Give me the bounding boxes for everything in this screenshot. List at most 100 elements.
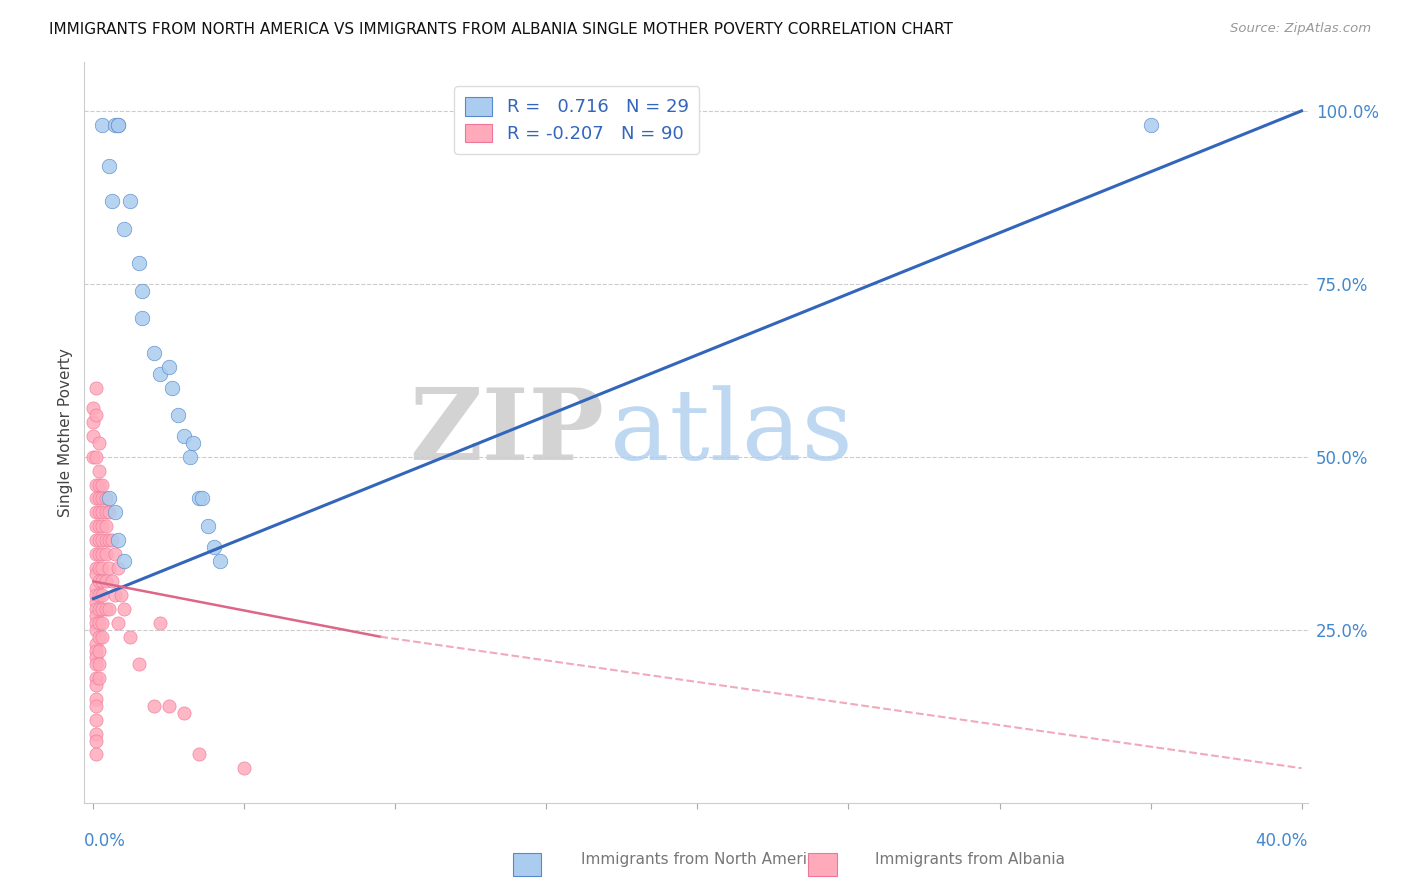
Point bbox=[86, 657, 108, 672]
Point bbox=[86, 381, 108, 395]
Point bbox=[89, 643, 111, 657]
Point bbox=[103, 547, 125, 561]
Point bbox=[181, 436, 204, 450]
Point bbox=[86, 692, 108, 706]
Point bbox=[86, 477, 108, 491]
Point bbox=[89, 547, 111, 561]
Point bbox=[89, 574, 111, 589]
Point bbox=[86, 519, 108, 533]
Y-axis label: Single Mother Poverty: Single Mother Poverty bbox=[58, 348, 73, 517]
Point bbox=[131, 284, 153, 298]
Point bbox=[91, 477, 114, 491]
Point bbox=[86, 491, 108, 506]
Point bbox=[91, 602, 114, 616]
Point bbox=[149, 615, 172, 630]
Point bbox=[82, 429, 104, 443]
Point bbox=[160, 381, 183, 395]
Point bbox=[112, 602, 135, 616]
Point bbox=[91, 533, 114, 547]
Point bbox=[82, 415, 104, 429]
Point bbox=[94, 574, 117, 589]
Legend: R =   0.716   N = 29, R = -0.207   N = 90: R = 0.716 N = 29, R = -0.207 N = 90 bbox=[454, 87, 699, 153]
Point bbox=[86, 643, 108, 657]
Point bbox=[131, 311, 153, 326]
Point bbox=[157, 359, 180, 374]
Point bbox=[89, 588, 111, 602]
Point bbox=[91, 491, 114, 506]
Point bbox=[91, 588, 114, 602]
Point bbox=[86, 671, 108, 685]
Point bbox=[86, 726, 108, 740]
Point bbox=[97, 491, 120, 506]
Point bbox=[89, 657, 111, 672]
Point bbox=[91, 505, 114, 519]
Point bbox=[86, 582, 108, 596]
Point bbox=[94, 533, 117, 547]
Point bbox=[91, 615, 114, 630]
Point bbox=[142, 346, 165, 360]
Point bbox=[107, 118, 129, 132]
Point bbox=[100, 194, 122, 208]
Point bbox=[94, 602, 117, 616]
Point bbox=[97, 560, 120, 574]
Point bbox=[89, 491, 111, 506]
Point bbox=[89, 533, 111, 547]
Point bbox=[188, 491, 211, 506]
Point bbox=[112, 554, 135, 568]
Point bbox=[157, 698, 180, 713]
Text: Immigrants from North America: Immigrants from North America bbox=[581, 852, 825, 867]
Point bbox=[107, 615, 129, 630]
Point bbox=[128, 657, 150, 672]
Point bbox=[179, 450, 201, 464]
Point bbox=[103, 588, 125, 602]
Point bbox=[167, 409, 190, 423]
Text: 40.0%: 40.0% bbox=[1256, 832, 1308, 850]
Text: ZIP: ZIP bbox=[409, 384, 605, 481]
Point bbox=[86, 698, 108, 713]
Point bbox=[86, 623, 108, 637]
Point bbox=[86, 615, 108, 630]
Point bbox=[97, 159, 120, 173]
Point bbox=[86, 747, 108, 762]
Point bbox=[82, 401, 104, 416]
Point bbox=[89, 436, 111, 450]
Point bbox=[118, 194, 141, 208]
Point bbox=[91, 547, 114, 561]
Point bbox=[112, 221, 135, 235]
Point bbox=[107, 118, 129, 132]
Point bbox=[86, 713, 108, 727]
Point bbox=[89, 477, 111, 491]
Point bbox=[94, 491, 117, 506]
Point bbox=[173, 706, 195, 720]
Text: IMMIGRANTS FROM NORTH AMERICA VS IMMIGRANTS FROM ALBANIA SINGLE MOTHER POVERTY C: IMMIGRANTS FROM NORTH AMERICA VS IMMIGRA… bbox=[49, 22, 953, 37]
Point bbox=[94, 519, 117, 533]
Point bbox=[197, 519, 219, 533]
Point bbox=[100, 574, 122, 589]
Point bbox=[89, 602, 111, 616]
Point bbox=[86, 450, 108, 464]
Point bbox=[89, 560, 111, 574]
Point bbox=[89, 464, 111, 478]
Point bbox=[233, 761, 256, 775]
Point bbox=[86, 588, 108, 602]
Point bbox=[91, 118, 114, 132]
Point bbox=[97, 505, 120, 519]
Point bbox=[86, 547, 108, 561]
Point bbox=[94, 505, 117, 519]
Point bbox=[188, 747, 211, 762]
Point bbox=[86, 678, 108, 692]
Point bbox=[91, 519, 114, 533]
Point bbox=[89, 505, 111, 519]
Point bbox=[89, 671, 111, 685]
Point bbox=[94, 547, 117, 561]
Point bbox=[82, 450, 104, 464]
Point bbox=[209, 554, 232, 568]
Point bbox=[89, 630, 111, 644]
Point bbox=[86, 533, 108, 547]
Point bbox=[1139, 118, 1161, 132]
Point bbox=[103, 505, 125, 519]
Point bbox=[89, 615, 111, 630]
Point bbox=[86, 409, 108, 423]
Point bbox=[91, 630, 114, 644]
Point bbox=[100, 533, 122, 547]
